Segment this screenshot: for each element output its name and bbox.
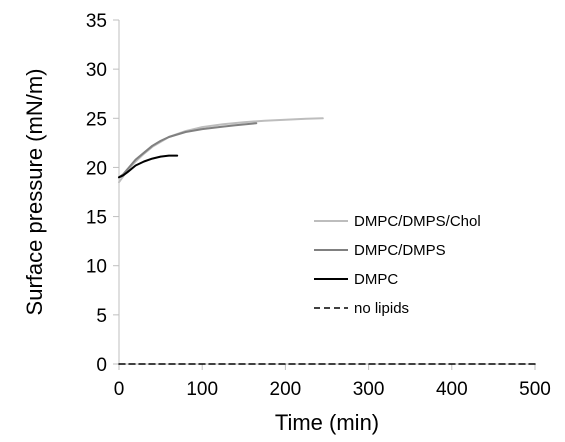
axes (118, 20, 535, 365)
y-tick-label: 20 (86, 158, 107, 179)
y-tick-label: 10 (86, 257, 107, 278)
x-tick-label: 0 (114, 379, 125, 400)
series-line-dmpc-dmps (118, 122, 258, 179)
x-tick-label: 100 (186, 379, 218, 400)
y-tick-label: 30 (86, 60, 107, 81)
x-tick-label: 400 (436, 379, 468, 400)
series-line-dmpc-dmps-chol (118, 117, 324, 184)
y-tick-label: 5 (96, 306, 107, 327)
x-tick-label: 200 (270, 379, 302, 400)
y-tick-label: 35 (86, 11, 107, 32)
legend-label-no-lipids: no lipids (354, 300, 409, 317)
series-line-dmpc (118, 154, 179, 179)
y-tick-labels: 0 5 10 15 20 25 30 35 (86, 11, 119, 376)
y-axis-title: Surface pressure (mN/m) (22, 69, 47, 316)
legend: DMPC/DMPS/Chol DMPC/DMPS DMPC no lipids (314, 213, 481, 317)
x-tick-label: 300 (353, 379, 385, 400)
x-tick-labels: 0 100 200 300 400 500 (114, 364, 551, 400)
y-tick-label: 0 (96, 355, 107, 376)
y-tick-label: 15 (86, 208, 107, 229)
series-layer (118, 117, 536, 365)
legend-label-dmpc: DMPC (354, 271, 398, 288)
x-axis-title: Time (min) (275, 410, 379, 435)
legend-label-dmpc-dmps-chol: DMPC/DMPS/Chol (354, 213, 481, 230)
legend-label-dmpc-dmps: DMPC/DMPS (354, 242, 446, 259)
y-tick-label: 25 (86, 109, 107, 130)
x-tick-label: 500 (519, 379, 551, 400)
